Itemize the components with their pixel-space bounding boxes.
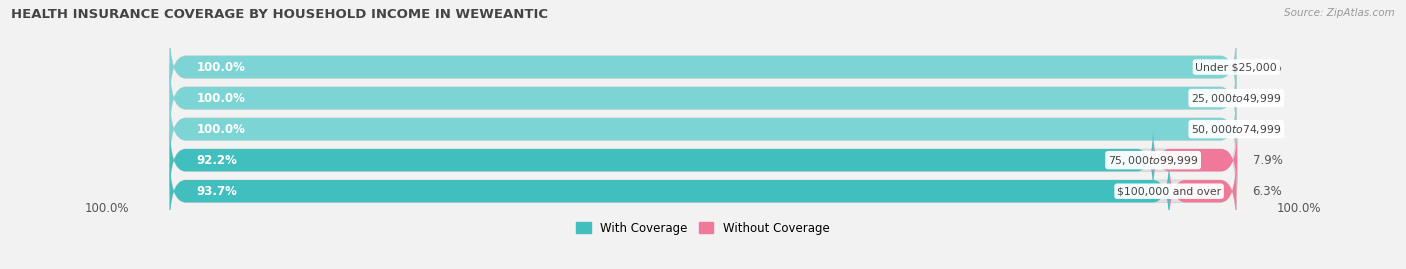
Text: 0.0%: 0.0% <box>1253 123 1282 136</box>
Text: 0.0%: 0.0% <box>1253 61 1282 73</box>
Text: Under $25,000: Under $25,000 <box>1195 62 1277 72</box>
Text: $50,000 to $74,999: $50,000 to $74,999 <box>1191 123 1281 136</box>
FancyBboxPatch shape <box>170 156 1170 226</box>
FancyBboxPatch shape <box>170 156 1236 226</box>
Text: 0.0%: 0.0% <box>1253 91 1282 105</box>
FancyBboxPatch shape <box>170 32 1236 102</box>
FancyBboxPatch shape <box>170 63 1236 133</box>
Text: 92.2%: 92.2% <box>197 154 238 167</box>
Text: 100.0%: 100.0% <box>197 91 245 105</box>
Text: Source: ZipAtlas.com: Source: ZipAtlas.com <box>1284 8 1395 18</box>
FancyBboxPatch shape <box>170 94 1236 165</box>
Text: HEALTH INSURANCE COVERAGE BY HOUSEHOLD INCOME IN WEWEANTIC: HEALTH INSURANCE COVERAGE BY HOUSEHOLD I… <box>11 8 548 21</box>
Text: 100.0%: 100.0% <box>1277 202 1322 215</box>
Text: 93.7%: 93.7% <box>197 185 238 198</box>
FancyBboxPatch shape <box>170 125 1236 196</box>
Text: 100.0%: 100.0% <box>84 202 129 215</box>
Text: $100,000 and over: $100,000 and over <box>1116 186 1222 196</box>
FancyBboxPatch shape <box>170 125 1153 196</box>
FancyBboxPatch shape <box>1153 125 1237 196</box>
FancyBboxPatch shape <box>170 63 1236 133</box>
FancyBboxPatch shape <box>170 94 1236 165</box>
Text: 100.0%: 100.0% <box>197 123 245 136</box>
Text: 6.3%: 6.3% <box>1253 185 1282 198</box>
Text: $75,000 to $99,999: $75,000 to $99,999 <box>1108 154 1198 167</box>
FancyBboxPatch shape <box>170 32 1236 102</box>
Text: $25,000 to $49,999: $25,000 to $49,999 <box>1191 91 1281 105</box>
Legend: With Coverage, Without Coverage: With Coverage, Without Coverage <box>572 217 834 239</box>
FancyBboxPatch shape <box>1170 156 1236 226</box>
Text: 100.0%: 100.0% <box>197 61 245 73</box>
Text: 7.9%: 7.9% <box>1253 154 1284 167</box>
